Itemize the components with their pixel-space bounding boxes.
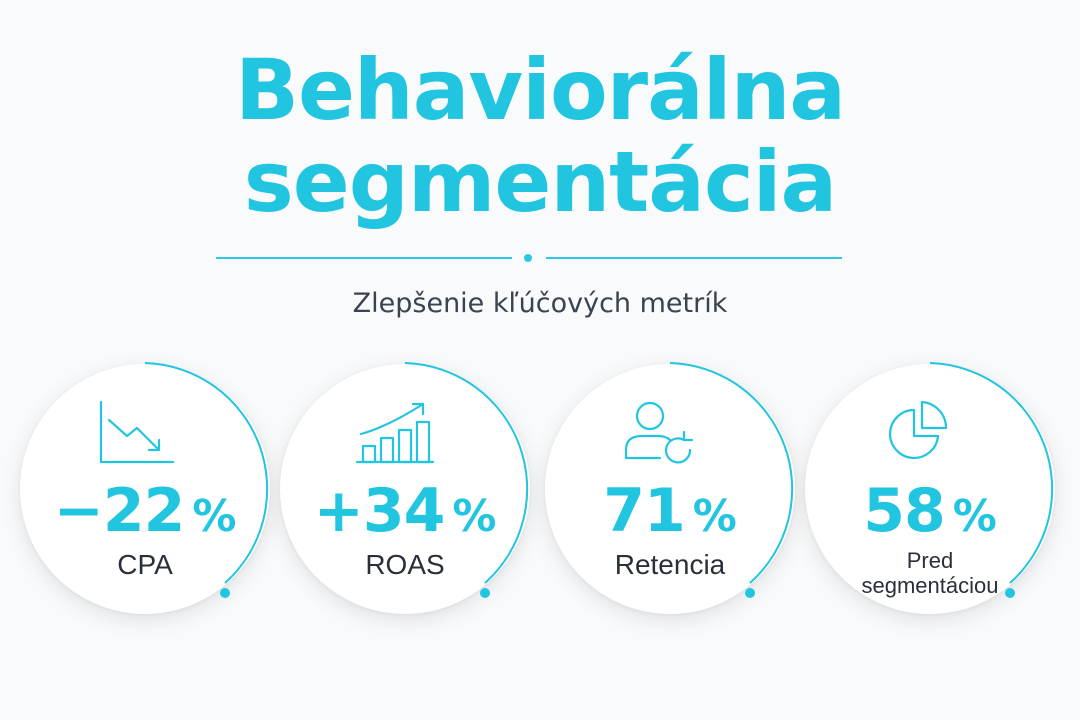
metric-number: +34 xyxy=(313,476,446,546)
progress-arc xyxy=(144,362,269,598)
title-line-2: segmentácia xyxy=(243,133,838,231)
divider-line-right xyxy=(546,257,842,259)
page-title: Behaviorálna segmentácia xyxy=(0,44,1080,228)
subtitle: Zlepšenie kľúčových metrík xyxy=(352,288,728,319)
metric-label: ROAS xyxy=(365,549,445,580)
pie-chart-icon xyxy=(889,400,948,460)
metric-value: 71% xyxy=(545,476,795,546)
progress-arc xyxy=(929,362,1054,598)
user-refresh-icon xyxy=(624,401,694,464)
metric-label: CPA xyxy=(117,549,173,580)
divider-line-left xyxy=(216,257,512,259)
metric-unit: % xyxy=(192,491,237,542)
metric-value: 58% xyxy=(805,476,1055,546)
metric-label-line-1: Pred xyxy=(906,548,954,573)
metric-number: −22 xyxy=(53,476,186,546)
metric-card-roas: +34% ROAS xyxy=(280,362,530,614)
title-divider xyxy=(216,251,842,265)
metric-disc xyxy=(20,364,270,614)
metric-unit: % xyxy=(452,491,497,542)
trend-down-icon xyxy=(99,400,175,464)
title-line-1: Behaviorálna xyxy=(234,41,846,139)
bar-growth-icon xyxy=(355,402,435,464)
metric-card-cpa: −22% CPA xyxy=(20,362,270,614)
metric-disc xyxy=(805,364,1055,614)
metric-label: Pred segmentáciou xyxy=(805,548,1055,598)
metric-value: −22% xyxy=(20,476,270,546)
metric-number: 58 xyxy=(863,476,945,546)
progress-arc xyxy=(669,362,794,598)
metric-label: Retencia xyxy=(614,549,726,580)
metric-unit: % xyxy=(692,491,737,542)
metric-disc xyxy=(280,364,530,614)
metric-unit: % xyxy=(952,491,997,542)
metric-card-pred-segmentaciou: 58% Pred segmentáciou xyxy=(805,362,1055,614)
divider-dot xyxy=(524,254,532,262)
metric-value: +34% xyxy=(280,476,530,546)
metric-number: 71 xyxy=(603,476,685,546)
progress-arc xyxy=(404,362,529,598)
metric-disc xyxy=(545,364,795,614)
metric-card-retencia: 71% Retencia xyxy=(545,362,795,614)
metric-label-line-2: segmentáciou xyxy=(861,573,999,598)
